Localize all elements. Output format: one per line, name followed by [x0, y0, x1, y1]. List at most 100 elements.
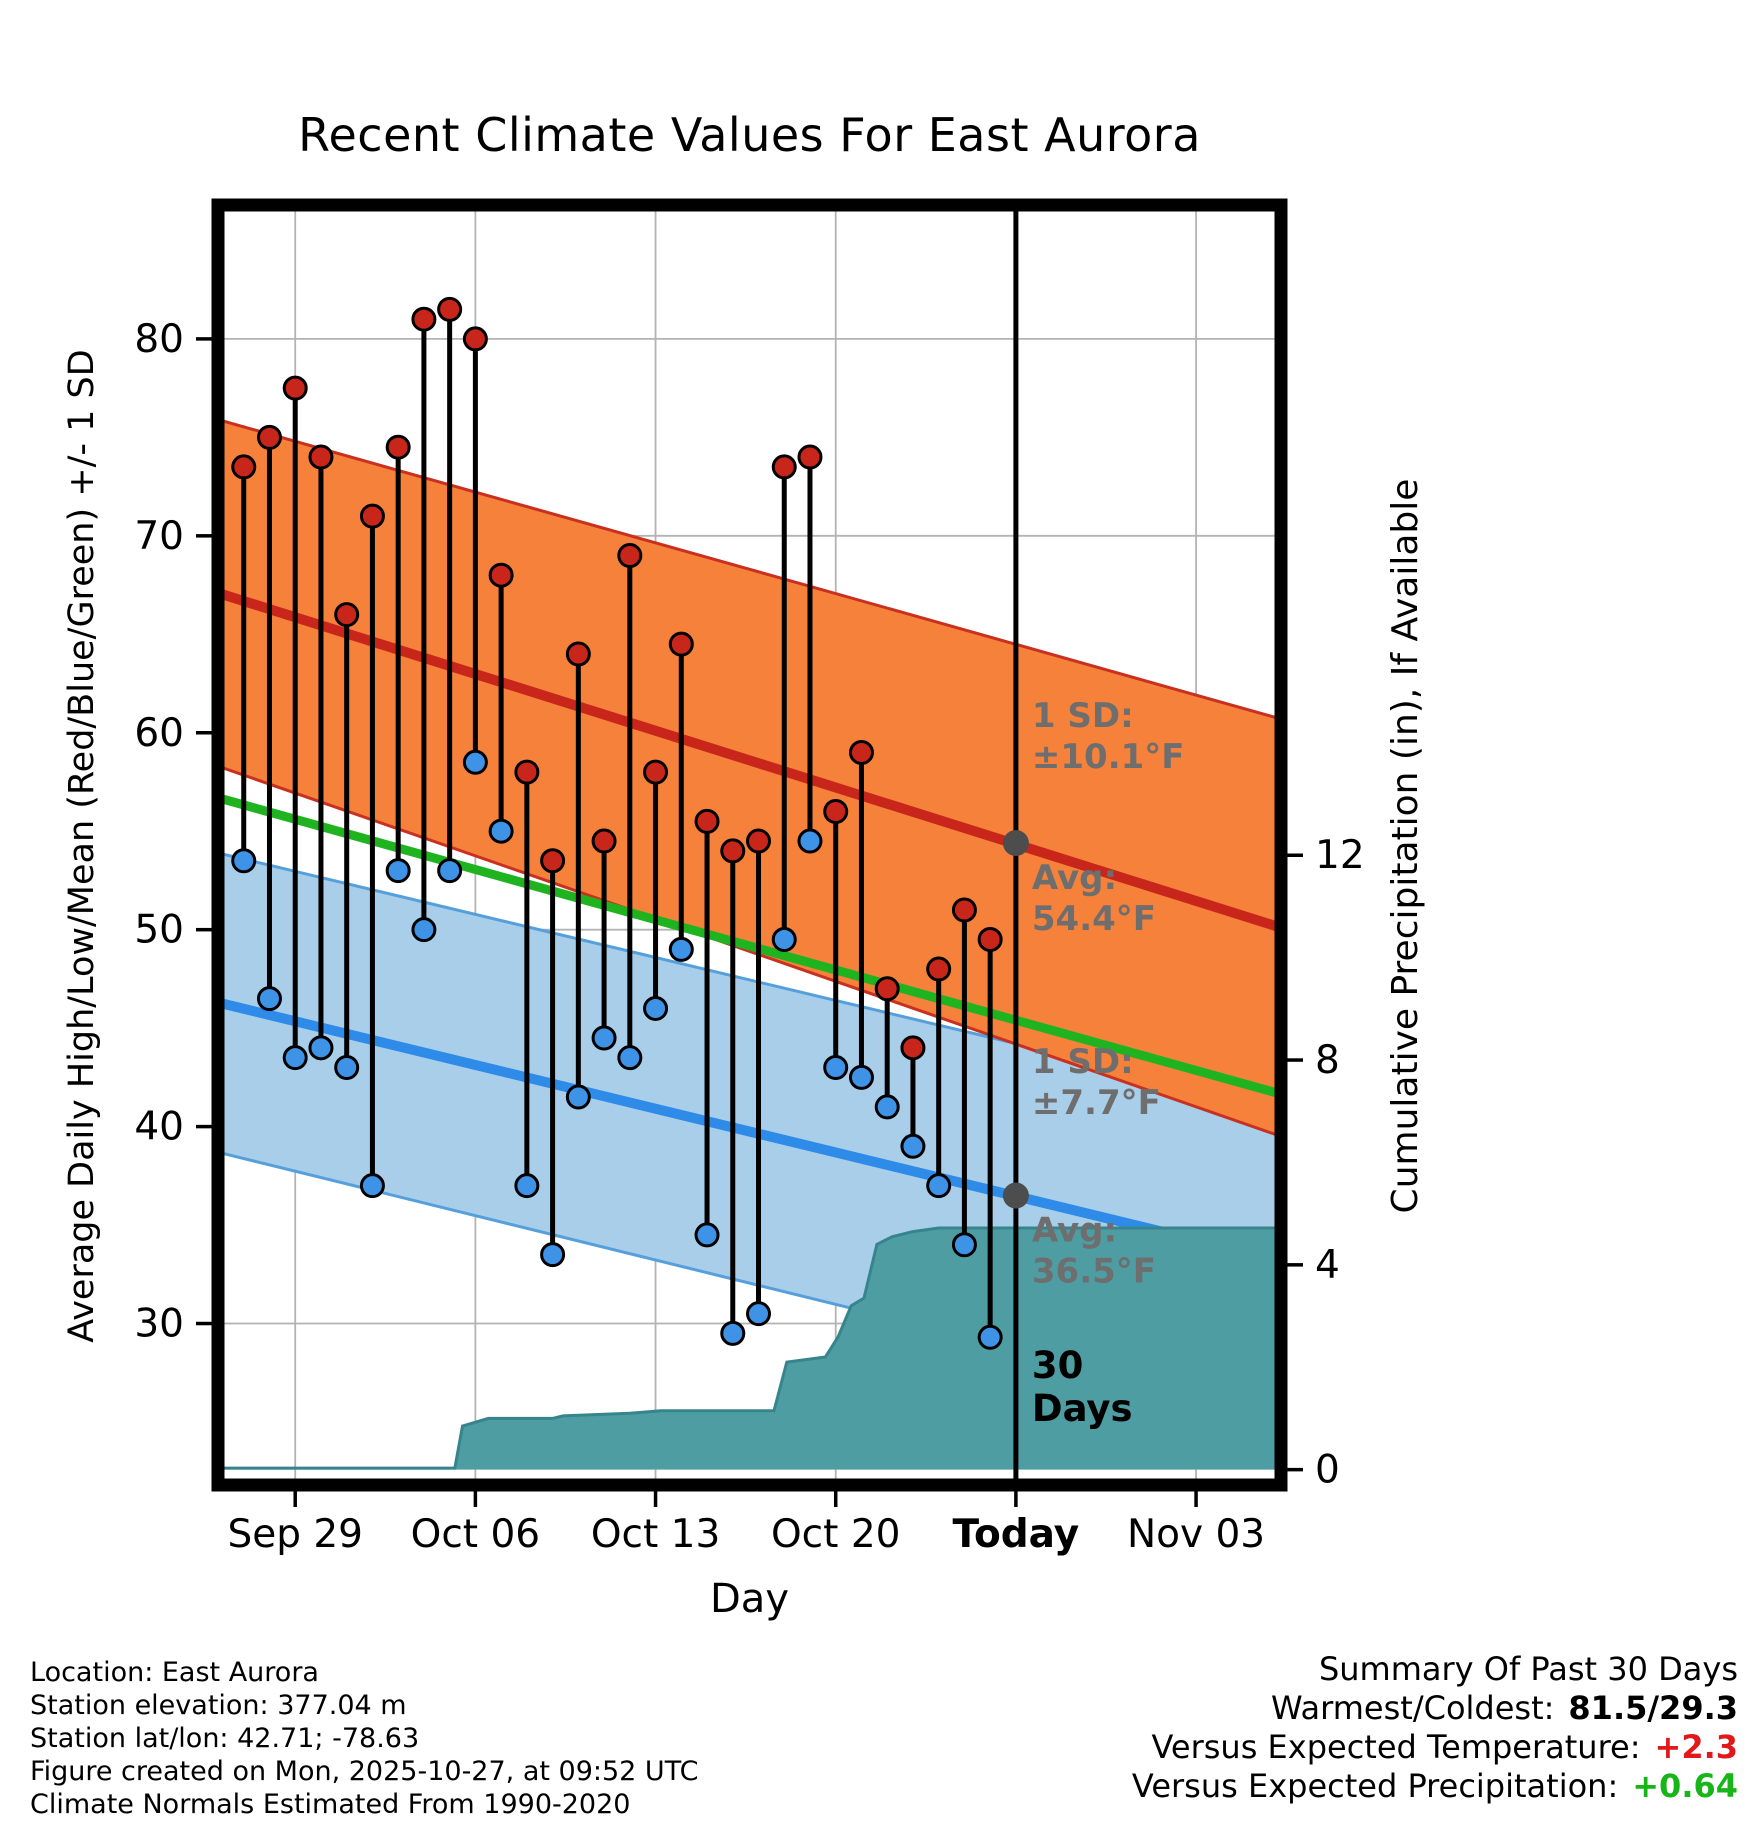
daily-high-dot: [668, 631, 694, 657]
y-left-tick-label: 30: [134, 1302, 184, 1347]
x-tick-label: Oct 06: [411, 1512, 540, 1557]
daily-low-dot: [977, 1324, 1003, 1350]
daily-high-dot: [437, 296, 463, 322]
daily-low-dot: [771, 927, 797, 953]
daily-high-dot: [308, 444, 334, 470]
station-info-line: Figure created on Mon, 2025-10-27, at 09…: [30, 1756, 699, 1787]
daily-low-dot: [565, 1084, 591, 1110]
daily-high-dot: [823, 799, 849, 825]
daily-low-dot: [848, 1064, 874, 1090]
y-axis-right-label: Cumulative Precipitation (in), If Availa…: [1385, 478, 1426, 1214]
today-avg-marker: [1002, 830, 1029, 857]
daily-high-dot: [359, 503, 385, 529]
annotation-low-sd: ±7.7°F: [1032, 1083, 1161, 1123]
x-tick-label: Today: [953, 1512, 1080, 1557]
summary-heading: Summary Of Past 30 Days: [1318, 1650, 1738, 1688]
y-right-tick-label: 4: [1315, 1243, 1340, 1288]
daily-low-dot: [488, 818, 514, 844]
x-tick-label: Sep 29: [227, 1512, 363, 1557]
daily-low-dot: [643, 995, 669, 1021]
daily-low-dot: [823, 1055, 849, 1081]
daily-low-dot: [308, 1035, 334, 1061]
station-info-line: Climate Normals Estimated From 1990-2020: [30, 1789, 631, 1820]
x-tick-label: Oct 20: [771, 1512, 900, 1557]
daily-low-dot: [926, 1173, 952, 1199]
y-right-tick-label: 8: [1315, 1038, 1340, 1083]
daily-high-dot: [540, 848, 566, 874]
daily-low-dot: [282, 1045, 308, 1071]
daily-high-dot: [565, 641, 591, 667]
daily-low-dot: [617, 1045, 643, 1071]
daily-high-dot: [488, 562, 514, 588]
annotation-high-sd: ±10.1°F: [1032, 737, 1185, 777]
cumulative-precip-line: [218, 1226, 1281, 1470]
y-left-tick-label: 50: [134, 908, 184, 953]
summary-row-vs-precipitation: Versus Expected Precipitation: +0.64: [1132, 1767, 1738, 1806]
annotation-high-sd: 1 SD:: [1032, 696, 1134, 736]
annotation-period: 30: [1032, 1344, 1084, 1387]
y-right-tick-label: 0: [1315, 1448, 1340, 1493]
avg-high-line: [216, 588, 1283, 933]
daily-high-dot: [797, 444, 823, 470]
daily-high-dot: [462, 326, 488, 352]
daily-low-dot: [231, 848, 257, 874]
daily-high-dot: [256, 424, 282, 450]
daily-high-dot: [900, 1035, 926, 1061]
station-info-line: Station lat/lon: 42.71; -78.63: [30, 1723, 420, 1754]
summary-panel: Summary Of Past 30 Days Warmest/Coldest:…: [1132, 1650, 1738, 1806]
daily-low-dot: [668, 936, 694, 962]
daily-low-dot: [359, 1173, 385, 1199]
daily-low-dot: [951, 1232, 977, 1258]
daily-high-dot: [926, 956, 952, 982]
x-tick-label: Nov 03: [1127, 1512, 1265, 1557]
mean-temp-line: [216, 793, 1283, 1099]
daily-high-dot: [848, 739, 874, 765]
annotation-high-avg: Avg:: [1032, 858, 1117, 898]
annotation-period: Days: [1032, 1387, 1133, 1430]
daily-high-dot: [334, 602, 360, 628]
daily-high-dot: [411, 306, 437, 332]
daily-high-dot: [617, 543, 643, 569]
daily-low-dot: [411, 917, 437, 943]
summary-value: +0.64: [1632, 1767, 1738, 1805]
y-right-tick-label: 12: [1315, 833, 1365, 878]
daily-low-dot: [720, 1320, 746, 1346]
station-info-line: Location: East Aurora: [30, 1657, 319, 1688]
today-avg-marker: [1002, 1182, 1029, 1209]
x-axis-label: Day: [710, 1576, 789, 1622]
annotation-high-avg: 54.4°F: [1032, 899, 1156, 939]
daily-high-dot: [231, 454, 257, 480]
summary-value: 81.5/29.3: [1568, 1689, 1738, 1727]
daily-low-dot: [874, 1094, 900, 1120]
daily-high-dot: [282, 375, 308, 401]
daily-high-dot: [746, 828, 772, 854]
daily-high-dot: [694, 808, 720, 834]
station-info-line: Station elevation: 377.04 m: [30, 1690, 407, 1721]
annotation-low-sd: 1 SD:: [1032, 1042, 1134, 1082]
daily-high-dot: [874, 976, 900, 1002]
summary-label: Versus Expected Precipitation:: [1131, 1767, 1619, 1805]
daily-high-dot: [385, 434, 411, 460]
daily-high-dot: [771, 454, 797, 480]
daily-low-dot: [256, 986, 282, 1012]
daily-low-dot: [462, 749, 488, 775]
daily-low-dot: [591, 1025, 617, 1051]
y-left-tick-label: 70: [134, 514, 184, 559]
summary-label: Versus Expected Temperature:: [1151, 1728, 1641, 1766]
daily-low-dot: [540, 1242, 566, 1268]
annotation-low-avg: 36.5°F: [1032, 1252, 1156, 1292]
summary-label: Warmest/Coldest:: [1270, 1689, 1555, 1727]
x-tick-label: Oct 13: [591, 1512, 720, 1557]
chart-title: Recent Climate Values For East Aurora: [298, 108, 1201, 162]
plot-frame: [211, 198, 1288, 1492]
daily-low-dot: [797, 828, 823, 854]
daily-high-dot: [514, 759, 540, 785]
daily-high-dot: [720, 838, 746, 864]
daily-high-dot: [977, 927, 1003, 953]
summary-value: +2.3: [1654, 1728, 1739, 1766]
annotation-low-avg: Avg:: [1032, 1211, 1117, 1251]
daily-low-dot: [334, 1055, 360, 1081]
summary-row-vs-temperature: Versus Expected Temperature: +2.3: [1132, 1728, 1739, 1767]
